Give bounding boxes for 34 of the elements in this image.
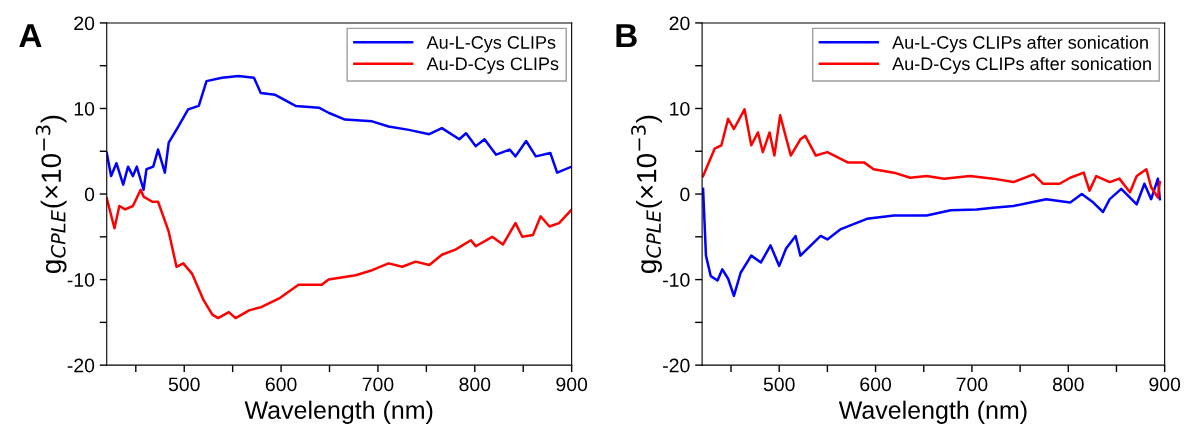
legend-label: Au-D-Cys CLIPs — [426, 57, 559, 74]
x-tick-label: 700 — [956, 377, 988, 392]
y-tick-label: 0 — [84, 187, 95, 202]
legend-label: Au-D-Cys CLIPs after sonication — [892, 56, 1151, 74]
y-tick-label: 10 — [670, 101, 690, 116]
line-series — [702, 177, 1162, 298]
x-tick-label: 700 — [362, 377, 394, 392]
y-tick-label: 10 — [74, 101, 95, 116]
line-series — [106, 74, 572, 192]
x-tick-label: 600 — [265, 377, 297, 392]
x-tick-label: 500 — [168, 377, 200, 392]
line-series — [702, 108, 1162, 199]
y-axis-title: g$_{CPLE}$(×10$^{−3}$) — [35, 115, 67, 274]
x-tick-label: 800 — [1052, 377, 1084, 392]
chart-title: A — [19, 24, 42, 48]
y-tick-label: -10 — [663, 273, 690, 287]
legend-label: Au-L-Cys CLIPs — [426, 36, 556, 53]
y-tick-label: -20 — [67, 358, 95, 373]
y-tick-label: 20 — [74, 16, 95, 31]
y-axis-title: g$_{CPLE}$(×10$^{−3}$) — [631, 115, 662, 274]
line-series — [106, 188, 572, 320]
x-tick-label: 600 — [860, 377, 892, 392]
x-axis-title: Wavelength (nm) — [838, 400, 1027, 424]
x-tick-label: 800 — [459, 377, 491, 392]
x-tick-label: 900 — [1149, 377, 1181, 392]
y-tick-label: 0 — [680, 187, 690, 202]
chart-title: B — [616, 24, 637, 48]
x-tick-label: 900 — [556, 377, 588, 392]
legend-label: Au-L-Cys CLIPs after sonication — [892, 35, 1148, 53]
y-tick-label: -20 — [663, 358, 690, 373]
x-axis-title: Wavelength (nm) — [244, 400, 433, 424]
x-tick-label: 500 — [763, 377, 795, 392]
y-tick-label: 20 — [669, 16, 690, 31]
y-tick-label: -10 — [67, 273, 95, 287]
